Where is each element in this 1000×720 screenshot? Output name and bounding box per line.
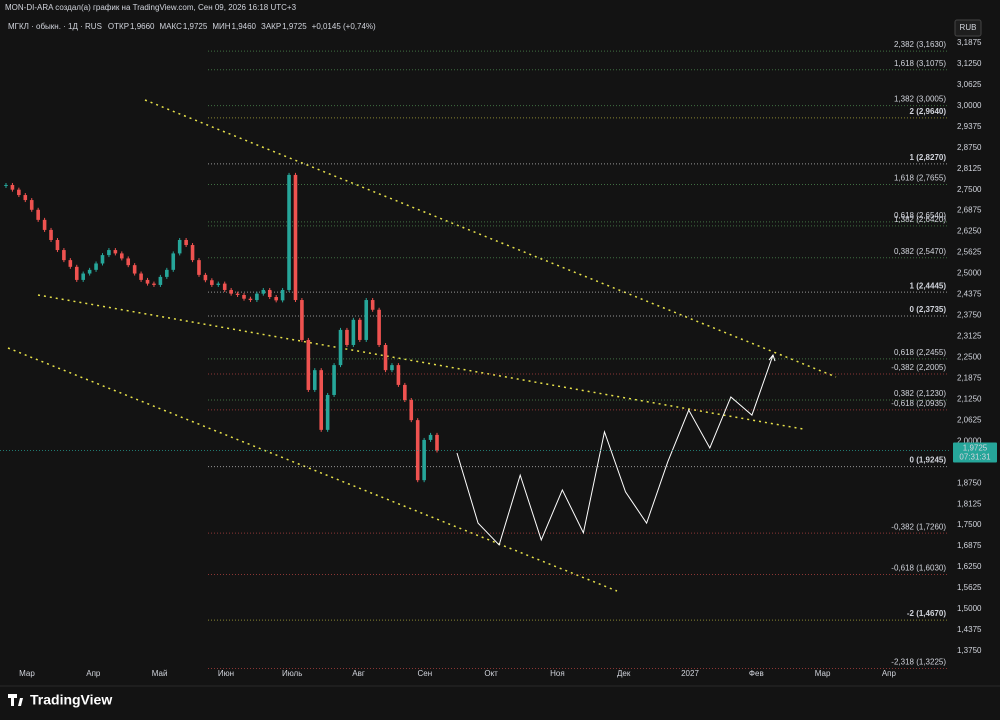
y-tick-label: 2,6250	[957, 227, 982, 236]
y-tick-label: 1,8750	[957, 478, 982, 487]
legend-fields: ОТКР 1,9660 МАКС 1,9725 МИН 1,9460 ЗАКР 1,9725 +…	[108, 22, 376, 31]
logo: TradingView	[8, 692, 112, 708]
y-tick-label: 1,3750	[957, 646, 982, 655]
projection-line	[456, 354, 774, 546]
y-tick-label: 2,4375	[957, 290, 982, 299]
x-tick-label: Мар	[19, 669, 35, 678]
y-tick-label: 2,0625	[957, 415, 982, 424]
x-tick-label: Июль	[282, 669, 302, 678]
field-value: 1,9660	[130, 22, 155, 31]
projection-arrow	[768, 354, 776, 362]
x-tick-label: Май	[152, 669, 168, 678]
level-label: -0,382 (2,2005)	[891, 363, 946, 372]
y-tick-label: 1,8125	[957, 499, 982, 508]
field-value: 1,9725	[282, 22, 307, 31]
y-tick-label: 2,1875	[957, 373, 982, 382]
symbol: МГКЛ · обыкн. · 1Д · RUS	[8, 22, 102, 31]
last-price-timer: 07:31:31	[959, 453, 991, 462]
y-tick-label: 2,8125	[957, 164, 982, 173]
y-tick-label: 2,5000	[957, 269, 982, 278]
currency[interactable]: RUB	[960, 23, 977, 32]
x-tick-label: Апр	[882, 669, 897, 678]
level-label: -2 (1,4670)	[907, 609, 946, 618]
level-label: -2,318 (1,3225)	[891, 658, 946, 667]
level-label: 1 (2,8270)	[910, 153, 947, 162]
field-name: ЗАКР	[261, 22, 281, 31]
y-tick-label: 2,6875	[957, 206, 982, 215]
y-tick-label: 2,3750	[957, 311, 982, 320]
trend-line	[7, 347, 618, 592]
y-tick-label: 1,6250	[957, 562, 982, 571]
level-label: 0,382 (2,5470)	[894, 247, 946, 256]
x-tick-label: Ноя	[550, 669, 565, 678]
x-tick-label: Авг	[352, 669, 365, 678]
field-name: МАКС	[160, 22, 183, 31]
y-tick-label: 3,0000	[957, 101, 982, 110]
x-tick-label: 2027	[681, 669, 699, 678]
level-label: 1,382 (2,6420)	[894, 215, 946, 224]
level-label: -0,382 (1,7260)	[891, 522, 946, 531]
y-tick-label: 3,1875	[957, 38, 982, 47]
y-tick-label: 2,8750	[957, 143, 982, 152]
y-tick-label: 2,3125	[957, 332, 982, 341]
field-name: ОТКР	[108, 22, 129, 31]
level-label: 1,382 (3,0005)	[894, 95, 946, 104]
x-tick-label: Мар	[815, 669, 831, 678]
last-price-label: 1,9725	[963, 444, 988, 453]
y-tick-label: 2,0000	[957, 436, 982, 445]
y-tick-label: 3,1250	[957, 59, 982, 68]
y-tick-label: 1,4375	[957, 625, 982, 634]
y-tick-label: 2,9375	[957, 122, 982, 131]
y-tick-label: 1,7500	[957, 520, 982, 529]
level-label: 0,382 (2,1230)	[894, 389, 946, 398]
x-tick-label: Сен	[417, 669, 432, 678]
y-tick-label: 2,2500	[957, 353, 982, 362]
y-tick-label: 1,5000	[957, 604, 982, 613]
currency-button[interactable]	[954, 19, 982, 37]
y-tick-label: 2,5625	[957, 248, 982, 257]
price-scale	[950, 18, 1000, 663]
change: +0,0145 (+0,74%)	[312, 22, 376, 31]
level-label: 1,618 (2,7655)	[894, 174, 946, 183]
y-tick-label: 1,5625	[957, 583, 982, 592]
trend-line	[144, 99, 837, 378]
x-tick-label: Фев	[749, 669, 764, 678]
field-value: 1,9460	[232, 22, 257, 31]
level-label: 0 (2,3735)	[910, 305, 947, 314]
y-tick-label: 2,7500	[957, 185, 982, 194]
y-tick-label: 3,0625	[957, 80, 982, 89]
x-tick-label: Дек	[617, 669, 631, 678]
level-label: 1,618 (3,1075)	[894, 59, 946, 68]
y-tick-label: 2,1250	[957, 394, 982, 403]
caption: MON-DI-ARA создал(а) график на TradingVi…	[5, 3, 297, 12]
level-label: 0,618 (2,6540)	[894, 211, 946, 220]
x-tick-label: Июн	[218, 669, 234, 678]
level-label: -0,618 (1,6030)	[891, 564, 946, 573]
last-price-box	[953, 442, 997, 463]
field-value: 1,9725	[183, 22, 208, 31]
logo-text: TradingView	[30, 692, 112, 708]
x-tick-label: Окт	[484, 669, 498, 678]
logo-icon	[8, 694, 23, 706]
level-label: 1 (2,4445)	[910, 281, 947, 290]
x-tick-label: Апр	[86, 669, 101, 678]
y-tick-label: 1,6875	[957, 541, 982, 550]
level-label: 2,382 (3,1630)	[894, 40, 946, 49]
level-label: 0 (1,9245)	[910, 456, 947, 465]
field-name: МИН	[212, 22, 230, 31]
level-label: 0,618 (2,2455)	[894, 348, 946, 357]
level-label: 2 (2,9640)	[910, 107, 947, 116]
level-label: -0,618 (2,0935)	[891, 399, 946, 408]
